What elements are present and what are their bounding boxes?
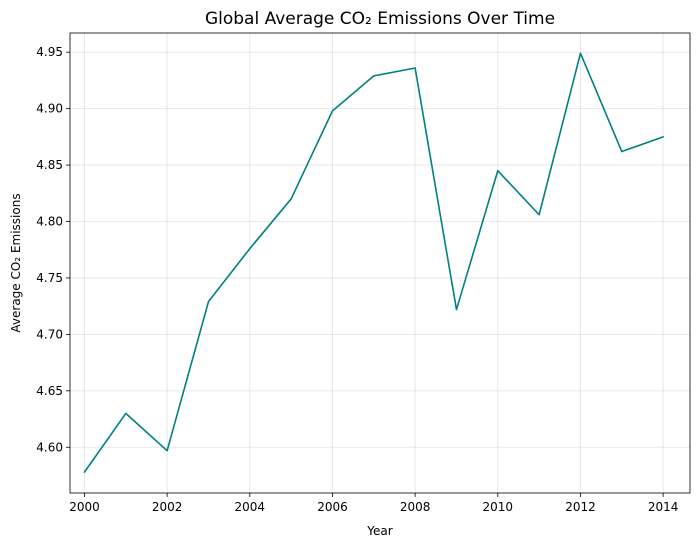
x-tick-label-2002: 2002 bbox=[152, 500, 183, 514]
y-tick-label-1: 4.65 bbox=[36, 384, 63, 398]
y-axis-label: Average CO₂ Emissions bbox=[9, 193, 23, 332]
axis-ticks: 2000 2002 2004 2006 2008 2010 2012 2014 4.60 4.65… bbox=[36, 45, 678, 514]
x-tick-label-2004: 2004 bbox=[235, 500, 266, 514]
y-tick-label-6: 4.90 bbox=[36, 102, 63, 116]
grid-lines bbox=[70, 33, 690, 493]
x-tick-label-2000: 2000 bbox=[69, 500, 100, 514]
y-tick-label-5: 4.85 bbox=[36, 158, 63, 172]
x-tick-label-2014: 2014 bbox=[648, 500, 679, 514]
y-tick-label-4: 4.80 bbox=[36, 215, 63, 229]
plot-frame bbox=[69, 32, 691, 494]
chart-title: Global Average CO₂ Emissions Over Time bbox=[205, 9, 555, 29]
y-tick-label-2: 4.70 bbox=[36, 327, 63, 341]
y-tick-label-7: 4.95 bbox=[36, 45, 63, 59]
x-tick-label-2010: 2010 bbox=[483, 500, 514, 514]
series-line-0 bbox=[83, 52, 664, 473]
y-tick-label-0: 4.60 bbox=[36, 440, 63, 454]
x-tick-label-2012: 2012 bbox=[565, 500, 596, 514]
series-layer bbox=[83, 52, 664, 473]
y-tick-label-3: 4.75 bbox=[36, 271, 63, 285]
x-axis-label: Year bbox=[366, 524, 392, 538]
x-tick-label-2008: 2008 bbox=[400, 500, 431, 514]
x-tick-label-2006: 2006 bbox=[317, 500, 348, 514]
